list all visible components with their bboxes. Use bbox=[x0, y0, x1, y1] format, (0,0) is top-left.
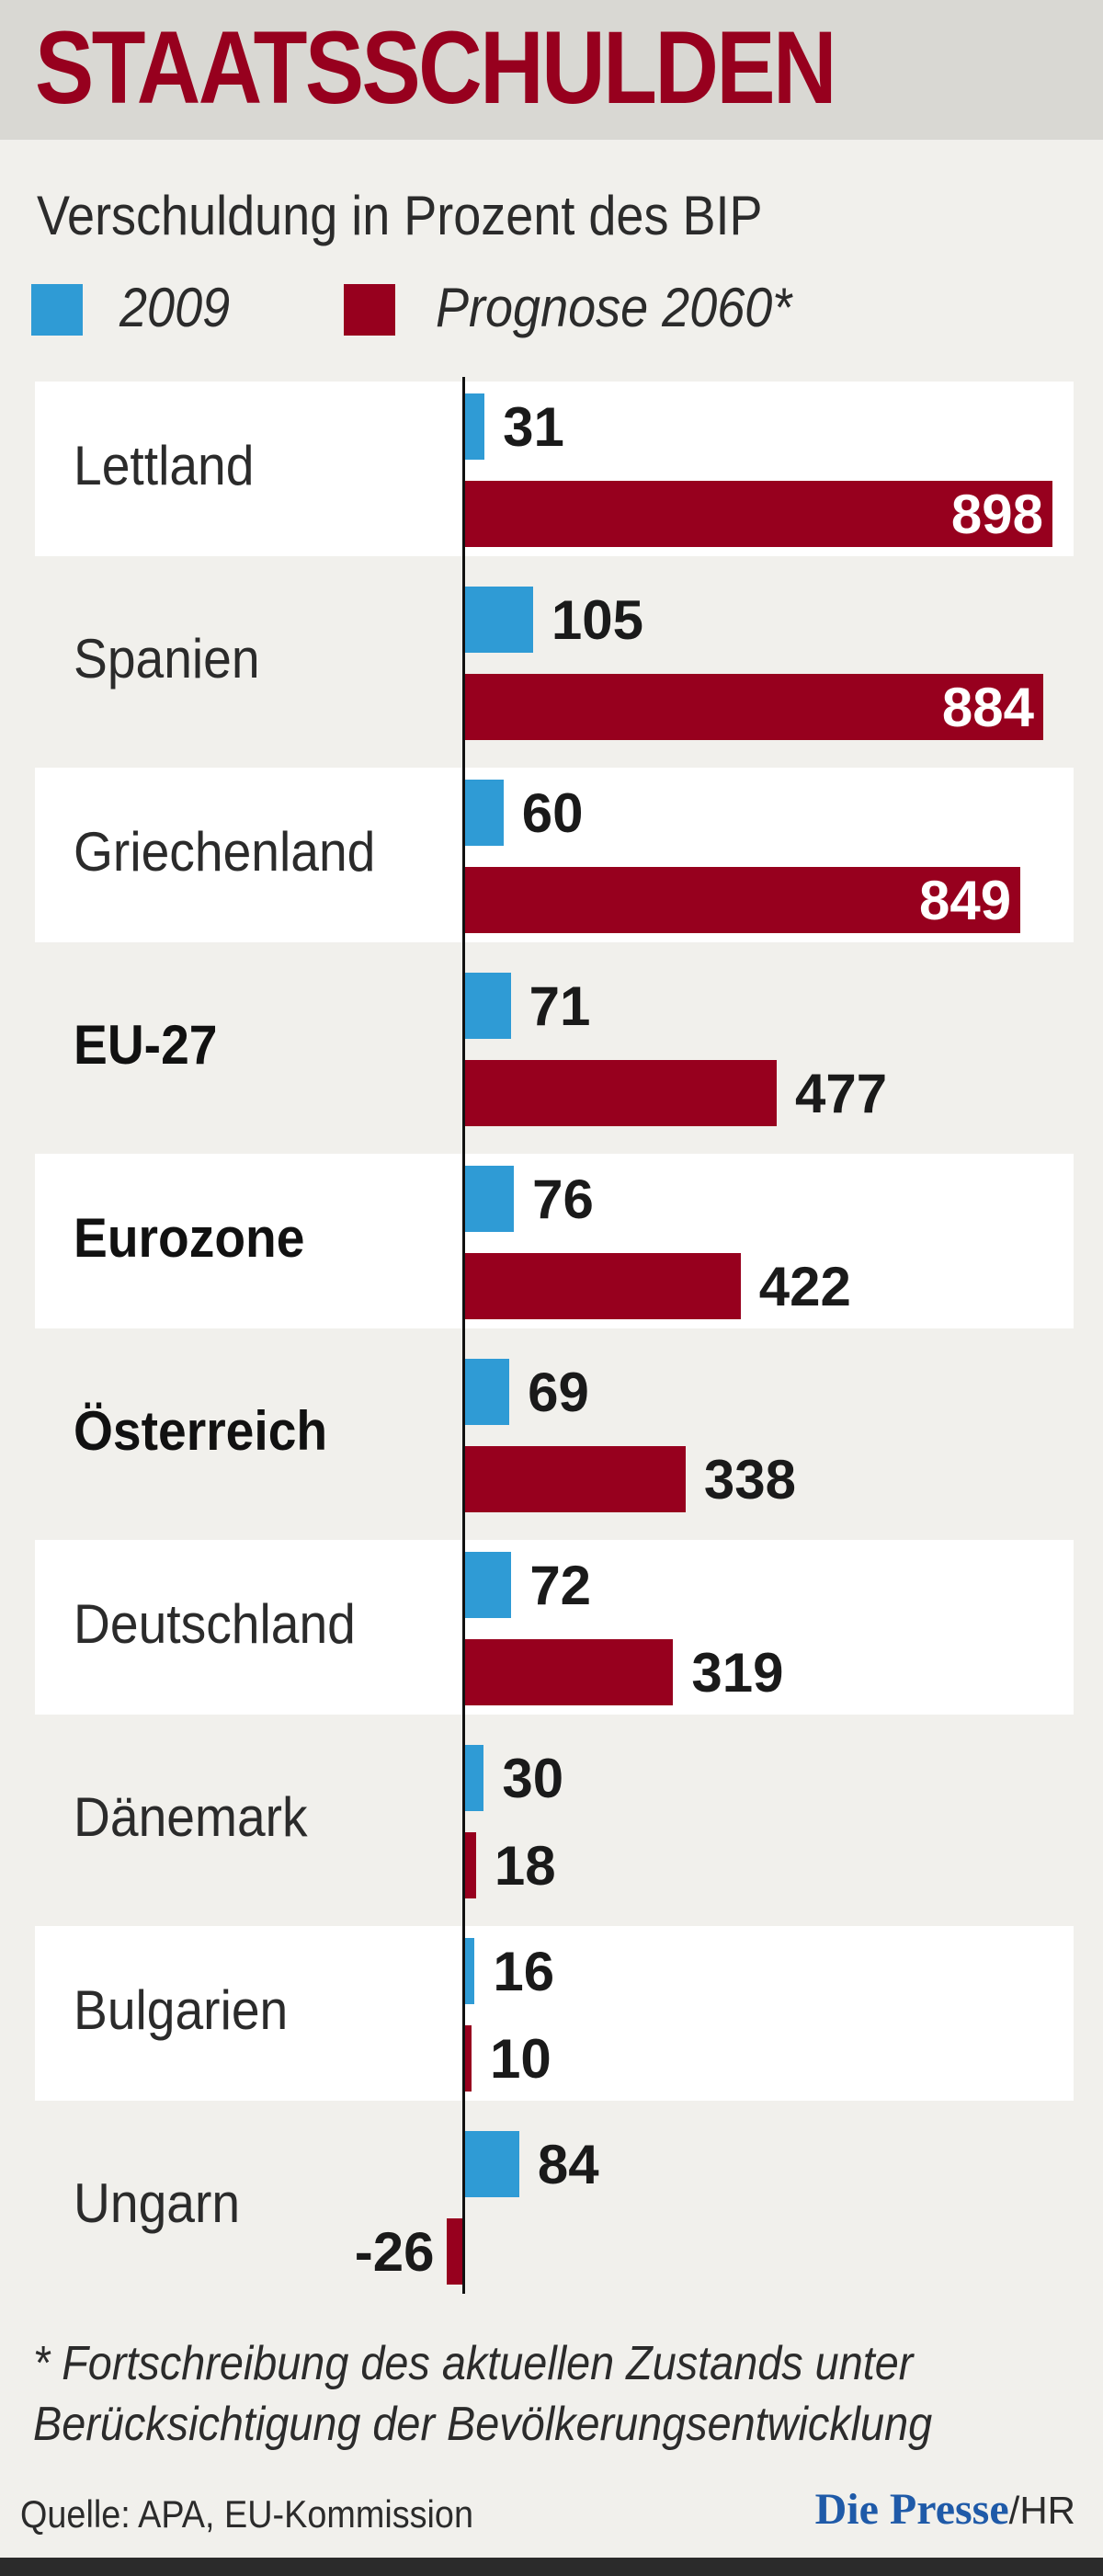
zero-axis-line bbox=[462, 377, 465, 2294]
legend-label-2009: 2009 bbox=[119, 277, 231, 338]
legend-swatch-2009 bbox=[31, 284, 83, 336]
category-label-lettland: Lettland bbox=[74, 435, 255, 496]
chart-title: STAATSSCHULDEN bbox=[35, 10, 837, 125]
bar-2060-danemark bbox=[464, 1832, 476, 1898]
value-label-2009-bulgarien: 16 bbox=[493, 1941, 555, 2002]
bar-2060-spanien bbox=[464, 674, 1044, 740]
bar-2009-lettland bbox=[464, 393, 485, 460]
source-note: Quelle: APA, EU-Kommission bbox=[20, 2492, 473, 2536]
brand-suffix: /HR bbox=[1008, 2489, 1075, 2532]
value-label-2060-eu-27: 477 bbox=[794, 1063, 888, 1124]
bar-2060-eurozone bbox=[464, 1253, 741, 1319]
bar-2009-bulgarien bbox=[464, 1938, 475, 2004]
value-label-2009-eu-27: 71 bbox=[529, 975, 591, 1037]
category-label-danemark: Dänemark bbox=[74, 1786, 308, 1848]
value-label-2060-spanien: 884 bbox=[941, 677, 1035, 738]
legend-swatch-2060 bbox=[344, 284, 395, 336]
bar-2009-osterreich bbox=[464, 1359, 510, 1425]
brand-logo: Die Presse/HR bbox=[815, 2482, 1075, 2538]
bar-2060-ungarn bbox=[447, 2218, 464, 2285]
category-label-bulgarien: Bulgarien bbox=[74, 1979, 289, 2041]
header-banner: STAATSSCHULDEN bbox=[0, 0, 1103, 140]
value-label-2009-ungarn: 84 bbox=[537, 2134, 599, 2195]
footnote-line-2: Berücksichtigung der Bevölkerungsentwick… bbox=[33, 2398, 933, 2451]
bar-2009-deutschland bbox=[464, 1552, 512, 1618]
value-label-2009-spanien: 105 bbox=[551, 589, 643, 651]
bar-2009-spanien bbox=[464, 587, 533, 653]
bar-2009-eurozone bbox=[464, 1166, 515, 1232]
category-label-griechenland: Griechenland bbox=[74, 821, 376, 883]
bar-2060-deutschland bbox=[464, 1639, 674, 1705]
category-label-eurozone: Eurozone bbox=[74, 1207, 305, 1269]
bar-2060-griechenland bbox=[464, 867, 1021, 933]
bar-2060-bulgarien bbox=[464, 2025, 472, 2092]
bar-2009-ungarn bbox=[464, 2131, 519, 2197]
footnote: * Fortschreibung des aktuellen Zustands … bbox=[33, 2333, 1081, 2455]
value-label-2009-deutschland: 72 bbox=[529, 1555, 592, 1616]
bar-2009-eu-27 bbox=[464, 973, 511, 1039]
category-label-deutschland: Deutschland bbox=[74, 1593, 356, 1655]
category-label-osterreich: Österreich bbox=[74, 1400, 328, 1462]
value-label-2009-griechenland: 60 bbox=[521, 782, 584, 844]
value-label-2060-deutschland: 319 bbox=[691, 1642, 784, 1704]
legend-label-2060: Prognose 2060* bbox=[436, 277, 792, 338]
value-label-2009-osterreich: 69 bbox=[528, 1362, 589, 1423]
chart-subtitle: Verschuldung in Prozent des BIP bbox=[37, 185, 763, 246]
value-label-2060-osterreich: 338 bbox=[703, 1449, 796, 1510]
category-label-spanien: Spanien bbox=[74, 628, 260, 690]
category-label-ungarn: Ungarn bbox=[74, 2172, 241, 2234]
value-label-2060-bulgarien: 10 bbox=[490, 2028, 552, 2090]
value-label-2060-lettland: 898 bbox=[950, 484, 1043, 545]
value-label-2060-griechenland: 849 bbox=[918, 870, 1012, 931]
bar-2060-osterreich bbox=[464, 1446, 686, 1512]
bar-2060-lettland bbox=[464, 481, 1052, 547]
value-label-2009-lettland: 31 bbox=[503, 396, 564, 458]
row-background-bulgarien bbox=[35, 1926, 1074, 2101]
value-label-2009-danemark: 30 bbox=[502, 1748, 564, 1809]
category-label-eu-27: EU-27 bbox=[74, 1014, 218, 1076]
value-label-2060-eurozone: 422 bbox=[758, 1256, 851, 1317]
bar-2060-eu-27 bbox=[464, 1060, 777, 1126]
value-label-2060-ungarn: -26 bbox=[354, 2221, 435, 2283]
legend: 2009 Prognose 2060* bbox=[31, 276, 1079, 340]
bar-2009-danemark bbox=[464, 1745, 484, 1811]
bar-2009-griechenland bbox=[464, 780, 504, 846]
value-label-2060-danemark: 18 bbox=[494, 1835, 556, 1897]
value-label-2009-eurozone: 76 bbox=[532, 1168, 594, 1230]
brand-name: Die Presse bbox=[814, 2485, 1009, 2534]
bottom-rule bbox=[0, 2558, 1103, 2576]
footnote-line-1: * Fortschreibung des aktuellen Zustands … bbox=[33, 2337, 914, 2390]
